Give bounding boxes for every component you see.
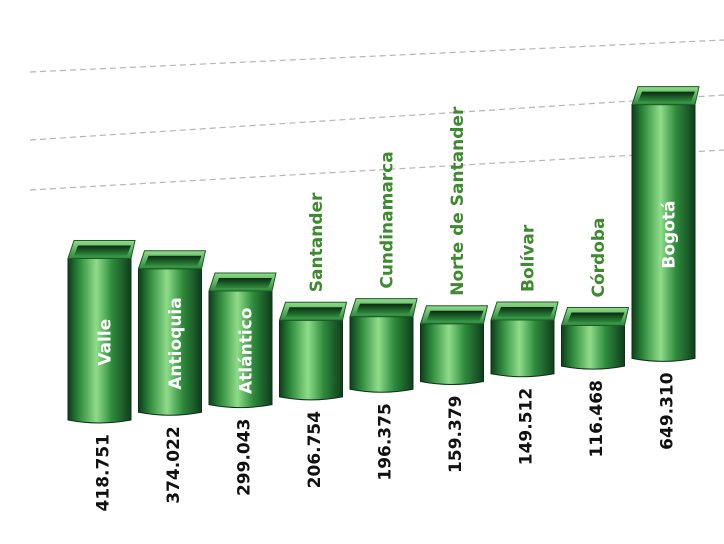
category-label: Atlántico [237, 308, 257, 394]
value-label: 374.022 [164, 426, 184, 503]
gridline [29, 39, 724, 73]
bar-body [208, 290, 273, 409]
bar-body [138, 268, 202, 416]
category-label: Córdoba [589, 217, 609, 297]
bar-body [561, 325, 625, 370]
value-label: 206.754 [305, 411, 325, 489]
bar-body [420, 323, 484, 385]
bar-top-opening [567, 312, 625, 323]
bar-2: Atlántico 299.043 [208, 272, 277, 496]
category-label: Bogotá [660, 200, 680, 268]
bar-body [490, 319, 555, 378]
category-label: Valle [96, 319, 116, 366]
gridline [29, 94, 724, 141]
category-label: Santander [307, 192, 327, 292]
bar-1: Antioquia 374.022 [137, 250, 207, 504]
bars: Valle 418.751 Antioquia 374.022 Atlántico 299… [67, 86, 700, 511]
value-label: 418.751 [94, 434, 114, 511]
bar-top-opening [356, 303, 413, 314]
value-label: 299.043 [235, 419, 255, 496]
bar-top-opening [497, 306, 554, 317]
value-label: 116.468 [587, 380, 607, 457]
category-label: Bolívar [519, 224, 539, 292]
bar-3: Santander 206.754 [278, 192, 348, 489]
gridline [29, 149, 724, 191]
bar-body [349, 316, 414, 393]
bar-body [279, 319, 343, 401]
bar-top-opening [74, 245, 131, 256]
bar-top-opening [638, 91, 695, 102]
value-label: 196.375 [376, 403, 396, 480]
category-label: Cundinamarca [378, 151, 398, 288]
bar-8: Bogotá 649.310 [631, 86, 700, 450]
bar-top-opening [215, 277, 272, 288]
value-label: 649.310 [658, 372, 678, 450]
category-label: Norte de Santander [448, 106, 468, 296]
value-label: 159.379 [446, 396, 466, 473]
value-label: 149.512 [517, 388, 537, 465]
bar-top-opening [144, 255, 202, 266]
gridlines [29, 39, 724, 191]
category-label: Antioquia [166, 297, 186, 389]
bar-5: Norte de Santander 159.379 [419, 106, 489, 473]
bar-top-opening [285, 307, 343, 318]
bar-0: Valle 418.751 [67, 240, 136, 511]
bar-body [631, 104, 696, 362]
bar-top-opening [426, 310, 484, 321]
bar-7: Córdoba 116.468 [560, 217, 630, 458]
bar-4: Cundinamarca 196.375 [349, 151, 418, 481]
bar-body [67, 258, 132, 424]
bar-6: Bolívar 149.512 [490, 224, 559, 465]
